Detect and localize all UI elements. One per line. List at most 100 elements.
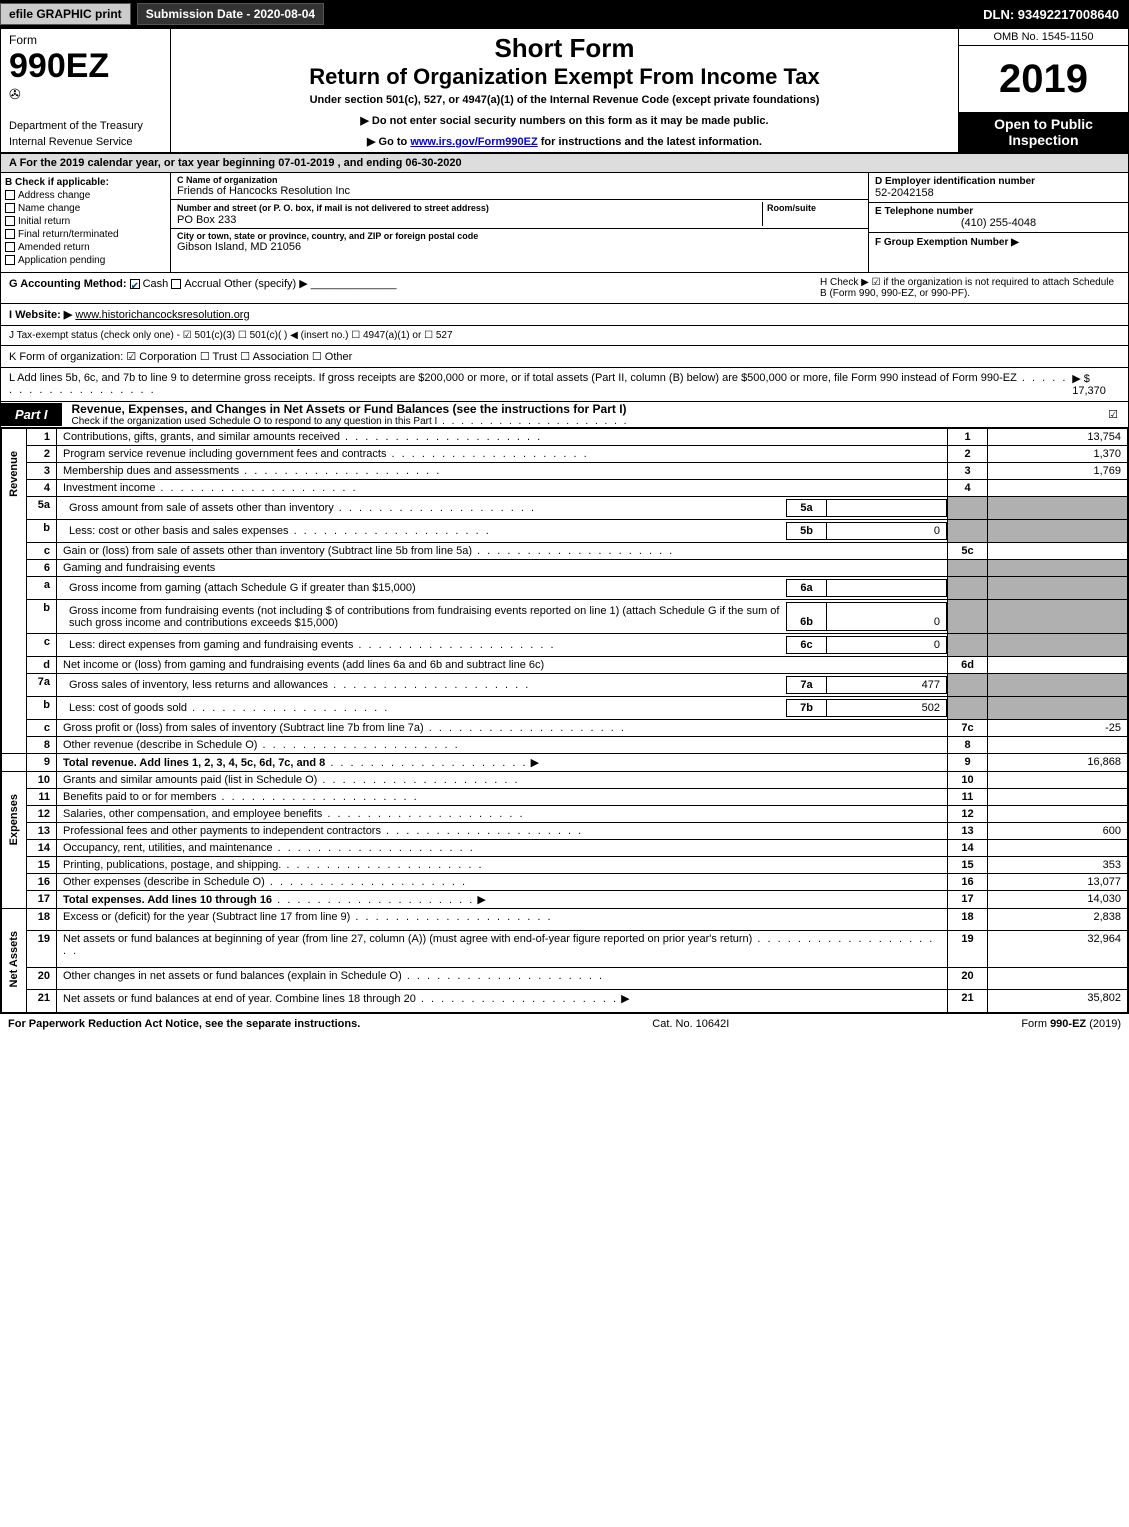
desc-19: Net assets or fund balances at beginning… [57,930,948,967]
col-c: C Name of organization Friends of Hancoc… [171,173,868,272]
form-word: Form [9,33,162,47]
form-name-footer: Form 990-EZ (2019) [1021,1018,1121,1030]
amt-18: 2,838 [988,909,1128,931]
amt-9: 16,868 [988,754,1128,772]
efile-print-button[interactable]: efile GRAPHIC print [0,3,131,25]
col-d-e-f: D Employer identification number 52-2042… [868,173,1128,272]
chk-amended-return[interactable]: Amended return [5,242,166,253]
nc-2: 2 [948,446,988,463]
goto-post: for instructions and the latest informat… [538,136,762,148]
g-lbl: G Accounting Method: [9,278,127,290]
desc-9: Total revenue. Add lines 1, 2, 3, 4, 5c,… [57,754,948,772]
room-lbl: Room/suite [767,203,816,213]
row-j-tax-exempt: J Tax-exempt status (check only one) - ☑… [1,326,1128,346]
dept-irs: Internal Revenue Service [9,136,162,148]
chk-application-pending[interactable]: Application pending [5,255,166,266]
desc-18: Excess or (deficit) for the year (Subtra… [57,909,948,931]
form-header: Form 990EZ ✇ Department of the Treasury … [1,29,1128,154]
short-form-title: Short Form [175,33,954,64]
chk-address-change[interactable]: Address change [5,190,166,201]
desc-7c: Gross profit or (loss) from sales of inv… [57,720,948,737]
chk-name-change[interactable]: Name change [5,203,166,214]
ln-1: 1 [27,429,57,446]
form-number: 990EZ [9,47,162,86]
sa-7b: 502 [827,700,947,717]
desc-10: Grants and similar amounts paid (list in… [57,772,948,789]
nc-21: 21 [948,990,988,1013]
row-l-gross-receipts: L Add lines 5b, 6c, and 7b to line 9 to … [1,368,1128,402]
sl-7a: 7a [787,677,827,694]
sa-5b: 0 [827,523,947,540]
irs-link[interactable]: www.irs.gov/Form990EZ [410,136,537,148]
goto-pre: ▶ Go to [367,136,410,148]
h-schedule-b: H Check ▶ ☑ if the organization is not r… [820,277,1120,299]
cat-no: Cat. No. 10642I [652,1018,729,1030]
dept-treasury: Department of the Treasury [9,120,162,132]
sl-7b: 7b [787,700,827,717]
submission-date-button[interactable]: Submission Date - 2020-08-04 [137,3,324,25]
website-value: www.historichancocksresolution.org [75,309,249,321]
org-address: PO Box 233 [177,214,236,226]
top-bar: efile GRAPHIC print Submission Date - 20… [0,0,1129,28]
side-expenses: Expenses [2,772,27,909]
nc-4: 4 [948,480,988,497]
phone-value: (410) 255-4048 [875,217,1122,229]
desc-17: Total expenses. Add lines 10 through 16 … [57,891,948,909]
l-amount: ▶ $ 17,370 [1072,372,1120,397]
desc-6: Gaming and fundraising events [57,560,948,577]
chk-cash[interactable] [130,279,140,289]
amt-3: 1,769 [988,463,1128,480]
goto-line: ▶ Go to www.irs.gov/Form990EZ for instru… [175,135,954,148]
chk-accrual[interactable] [171,279,181,289]
dln-label: DLN: 93492217008640 [983,7,1119,22]
desc-5c: Gain or (loss) from sale of assets other… [57,543,948,560]
other-label: Other (specify) ▶ [224,278,308,290]
desc-3: Membership dues and assessments [57,463,948,480]
amt-1: 13,754 [988,429,1128,446]
chk-initial-return[interactable]: Initial return [5,216,166,227]
side-net-assets: Net Assets [2,909,27,1013]
desc-6a: Gross income from gaming (attach Schedul… [57,577,948,600]
desc-4: Investment income [57,480,948,497]
chk-final-return[interactable]: Final return/terminated [5,229,166,240]
amt-5c [988,543,1128,560]
desc-6b: Gross income from fundraising events (no… [57,600,948,634]
part1-table: Revenue 1 Contributions, gifts, grants, … [1,428,1128,1013]
part1-sub: Check if the organization used Schedule … [62,416,1099,427]
sa-6c: 0 [827,637,947,654]
nc-5a-grey [948,497,988,520]
desc-7a: Gross sales of inventory, less returns a… [57,674,948,697]
row-i-website: I Website: ▶ www.historichancocksresolut… [1,304,1128,326]
desc-6c: Less: direct expenses from gaming and fu… [57,634,948,657]
org-city: Gibson Island, MD 21056 [177,241,862,253]
sa-7a: 477 [827,677,947,694]
side-revenue-end [2,754,27,772]
nc-18: 18 [948,909,988,931]
amt-17: 14,030 [988,891,1128,909]
sl-5a: 5a [787,500,827,517]
part1-checkbox[interactable]: ☑ [1098,408,1128,421]
nc-12: 12 [948,806,988,823]
desc-8: Other revenue (describe in Schedule O) [57,737,948,754]
amt-15: 353 [988,857,1128,874]
desc-20: Other changes in net assets or fund bala… [57,968,948,990]
amt-4 [988,480,1128,497]
row-k-form-org: K Form of organization: ☑ Corporation ☐ … [1,346,1128,368]
sl-6a: 6a [787,580,827,597]
row-a-tax-year: A For the 2019 calendar year, or tax yea… [1,154,1128,173]
amt-21: 35,802 [988,990,1128,1013]
header-left: Form 990EZ ✇ Department of the Treasury … [1,29,171,152]
no-ssn-notice: ▶ Do not enter social security numbers o… [175,114,954,127]
pra-notice: For Paperwork Reduction Act Notice, see … [8,1018,360,1030]
c-name-lbl: C Name of organization [177,175,862,185]
nc-10: 10 [948,772,988,789]
omb-number: OMB No. 1545-1150 [959,29,1128,46]
desc-5a: Gross amount from sale of assets other t… [57,497,948,520]
nc-8: 8 [948,737,988,754]
amt-11 [988,789,1128,806]
sl-6b: 6b [787,603,827,631]
header-right: OMB No. 1545-1150 2019 Open to Public In… [958,29,1128,152]
f-lbl: F Group Exemption Number ▶ [875,237,1019,248]
nc-13: 13 [948,823,988,840]
amt-8 [988,737,1128,754]
